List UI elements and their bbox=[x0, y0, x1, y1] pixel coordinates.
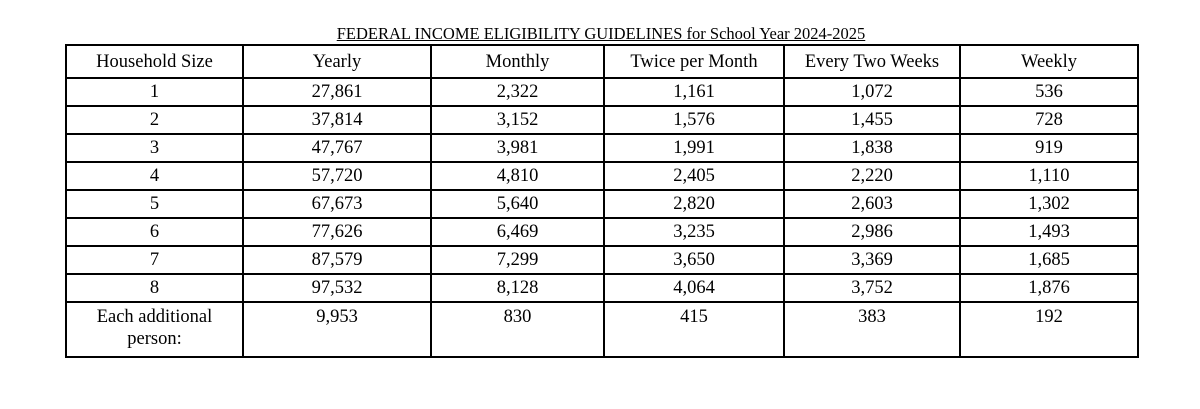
value-cell: 1,838 bbox=[783, 133, 961, 163]
value-cell: 4,810 bbox=[430, 161, 605, 191]
value-cell: 1,991 bbox=[603, 133, 785, 163]
header-cell-5: Weekly bbox=[959, 44, 1139, 79]
row-label-cell: Each additional person: bbox=[65, 301, 244, 358]
value-cell: 3,152 bbox=[430, 105, 605, 135]
value-cell: 5,640 bbox=[430, 189, 605, 219]
value-cell: 77,626 bbox=[242, 217, 432, 247]
value-cell: 8,128 bbox=[430, 273, 605, 303]
page-title: FEDERAL INCOME ELIGIBILITY GUIDELINES fo… bbox=[336, 24, 866, 43]
value-cell: 2,603 bbox=[783, 189, 961, 219]
value-cell: 2,220 bbox=[783, 161, 961, 191]
value-cell: 536 bbox=[959, 77, 1139, 107]
value-cell: 3,369 bbox=[783, 245, 961, 275]
value-cell: 728 bbox=[959, 105, 1139, 135]
row-label-cell: 5 bbox=[65, 189, 244, 219]
value-cell: 3,752 bbox=[783, 273, 961, 303]
table-row: 3 47,767 3,981 1,991 1,838 919 bbox=[65, 133, 1139, 163]
value-cell: 27,861 bbox=[242, 77, 432, 107]
income-eligibility-table: Household Size Yearly Monthly Twice per Mon… bbox=[65, 44, 1139, 358]
value-cell: 3,235 bbox=[603, 217, 785, 247]
value-cell: 3,981 bbox=[430, 133, 605, 163]
table-row: 7 87,579 7,299 3,650 3,369 1,685 bbox=[65, 245, 1139, 275]
value-cell: 7,299 bbox=[430, 245, 605, 275]
row-label-cell: 3 bbox=[65, 133, 244, 163]
value-cell: 1,876 bbox=[959, 273, 1139, 303]
value-cell: 67,673 bbox=[242, 189, 432, 219]
row-label-cell: 2 bbox=[65, 105, 244, 135]
table-body: 1 27,861 2,322 1,161 1,072 536 2 37,814 3,152 1,5… bbox=[65, 77, 1139, 358]
header-cell-4: Every Two Weeks bbox=[783, 44, 961, 79]
value-cell: 1,576 bbox=[603, 105, 785, 135]
table-row: 5 67,673 5,640 2,820 2,603 1,302 bbox=[65, 189, 1139, 219]
value-cell: 6,469 bbox=[430, 217, 605, 247]
value-cell: 87,579 bbox=[242, 245, 432, 275]
header-cell-2: Monthly bbox=[430, 44, 605, 79]
table-row: 8 97,532 8,128 4,064 3,752 1,876 bbox=[65, 273, 1139, 303]
value-cell: 47,767 bbox=[242, 133, 432, 163]
value-cell: 2,405 bbox=[603, 161, 785, 191]
value-cell: 57,720 bbox=[242, 161, 432, 191]
value-cell: 1,302 bbox=[959, 189, 1139, 219]
value-cell: 1,110 bbox=[959, 161, 1139, 191]
value-cell: 3,650 bbox=[603, 245, 785, 275]
row-label-cell: 1 bbox=[65, 77, 244, 107]
value-cell: 919 bbox=[959, 133, 1139, 163]
value-cell: 415 bbox=[603, 301, 785, 358]
value-cell: 1,161 bbox=[603, 77, 785, 107]
value-cell: 1,455 bbox=[783, 105, 961, 135]
value-cell: 1,072 bbox=[783, 77, 961, 107]
row-label-cell: 4 bbox=[65, 161, 244, 191]
value-cell: 830 bbox=[430, 301, 605, 358]
value-cell: 1,685 bbox=[959, 245, 1139, 275]
value-cell: 2,820 bbox=[603, 189, 785, 219]
table-row: 1 27,861 2,322 1,161 1,072 536 bbox=[65, 77, 1139, 107]
value-cell: 1,493 bbox=[959, 217, 1139, 247]
value-cell: 97,532 bbox=[242, 273, 432, 303]
header-cell-1: Yearly bbox=[242, 44, 432, 79]
value-cell: 37,814 bbox=[242, 105, 432, 135]
table-row: 4 57,720 4,810 2,405 2,220 1,110 bbox=[65, 161, 1139, 191]
header-cell-3: Twice per Month bbox=[603, 44, 785, 79]
value-cell: 4,064 bbox=[603, 273, 785, 303]
value-cell: 192 bbox=[959, 301, 1139, 358]
table-row: 6 77,626 6,469 3,235 2,986 1,493 bbox=[65, 217, 1139, 247]
table-row: Each additional person: 9,953 830 415 383 192 bbox=[65, 301, 1139, 358]
row-label-cell: 7 bbox=[65, 245, 244, 275]
row-label-cell: 8 bbox=[65, 273, 244, 303]
value-cell: 383 bbox=[783, 301, 961, 358]
header-cell-0: Household Size bbox=[65, 44, 244, 79]
header-row: Household Size Yearly Monthly Twice per Mon… bbox=[65, 44, 1139, 79]
row-label-cell: 6 bbox=[65, 217, 244, 247]
value-cell: 2,322 bbox=[430, 77, 605, 107]
table-row: 2 37,814 3,152 1,576 1,455 728 bbox=[65, 105, 1139, 135]
value-cell: 2,986 bbox=[783, 217, 961, 247]
value-cell: 9,953 bbox=[242, 301, 432, 358]
